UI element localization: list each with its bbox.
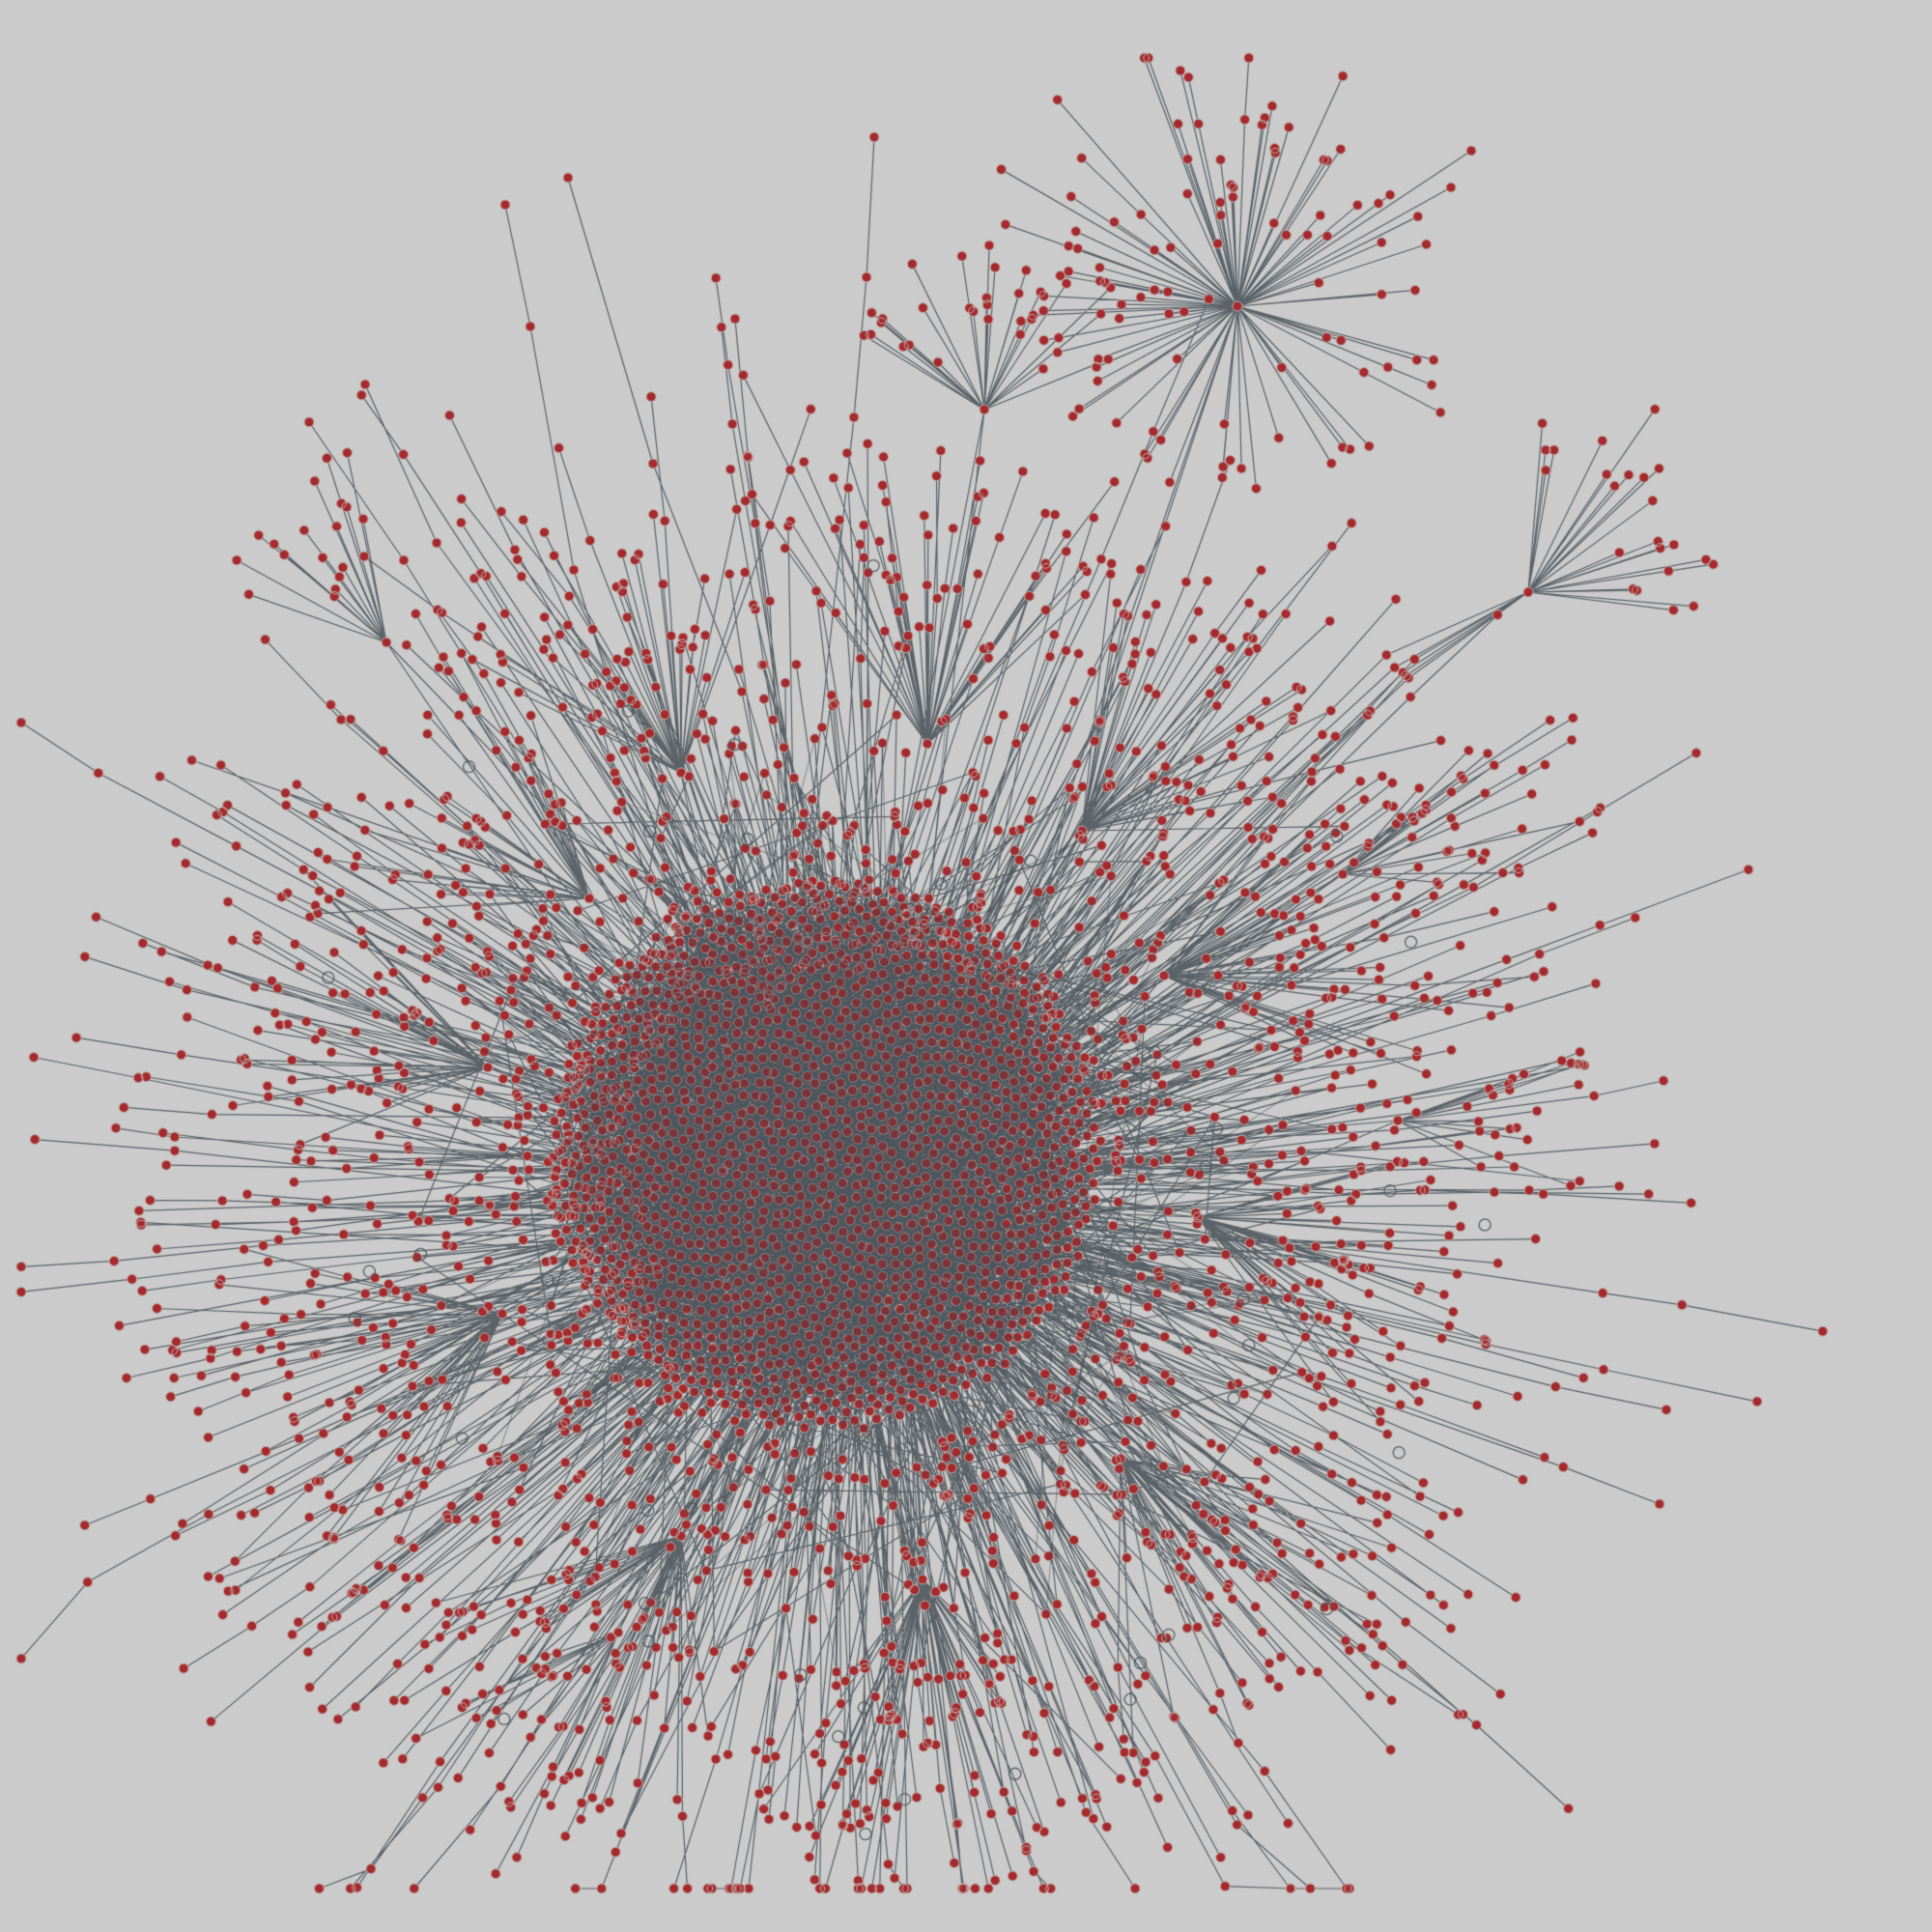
network-graph-figure [0,0,1932,1932]
network-graph-canvas [0,0,1932,1932]
